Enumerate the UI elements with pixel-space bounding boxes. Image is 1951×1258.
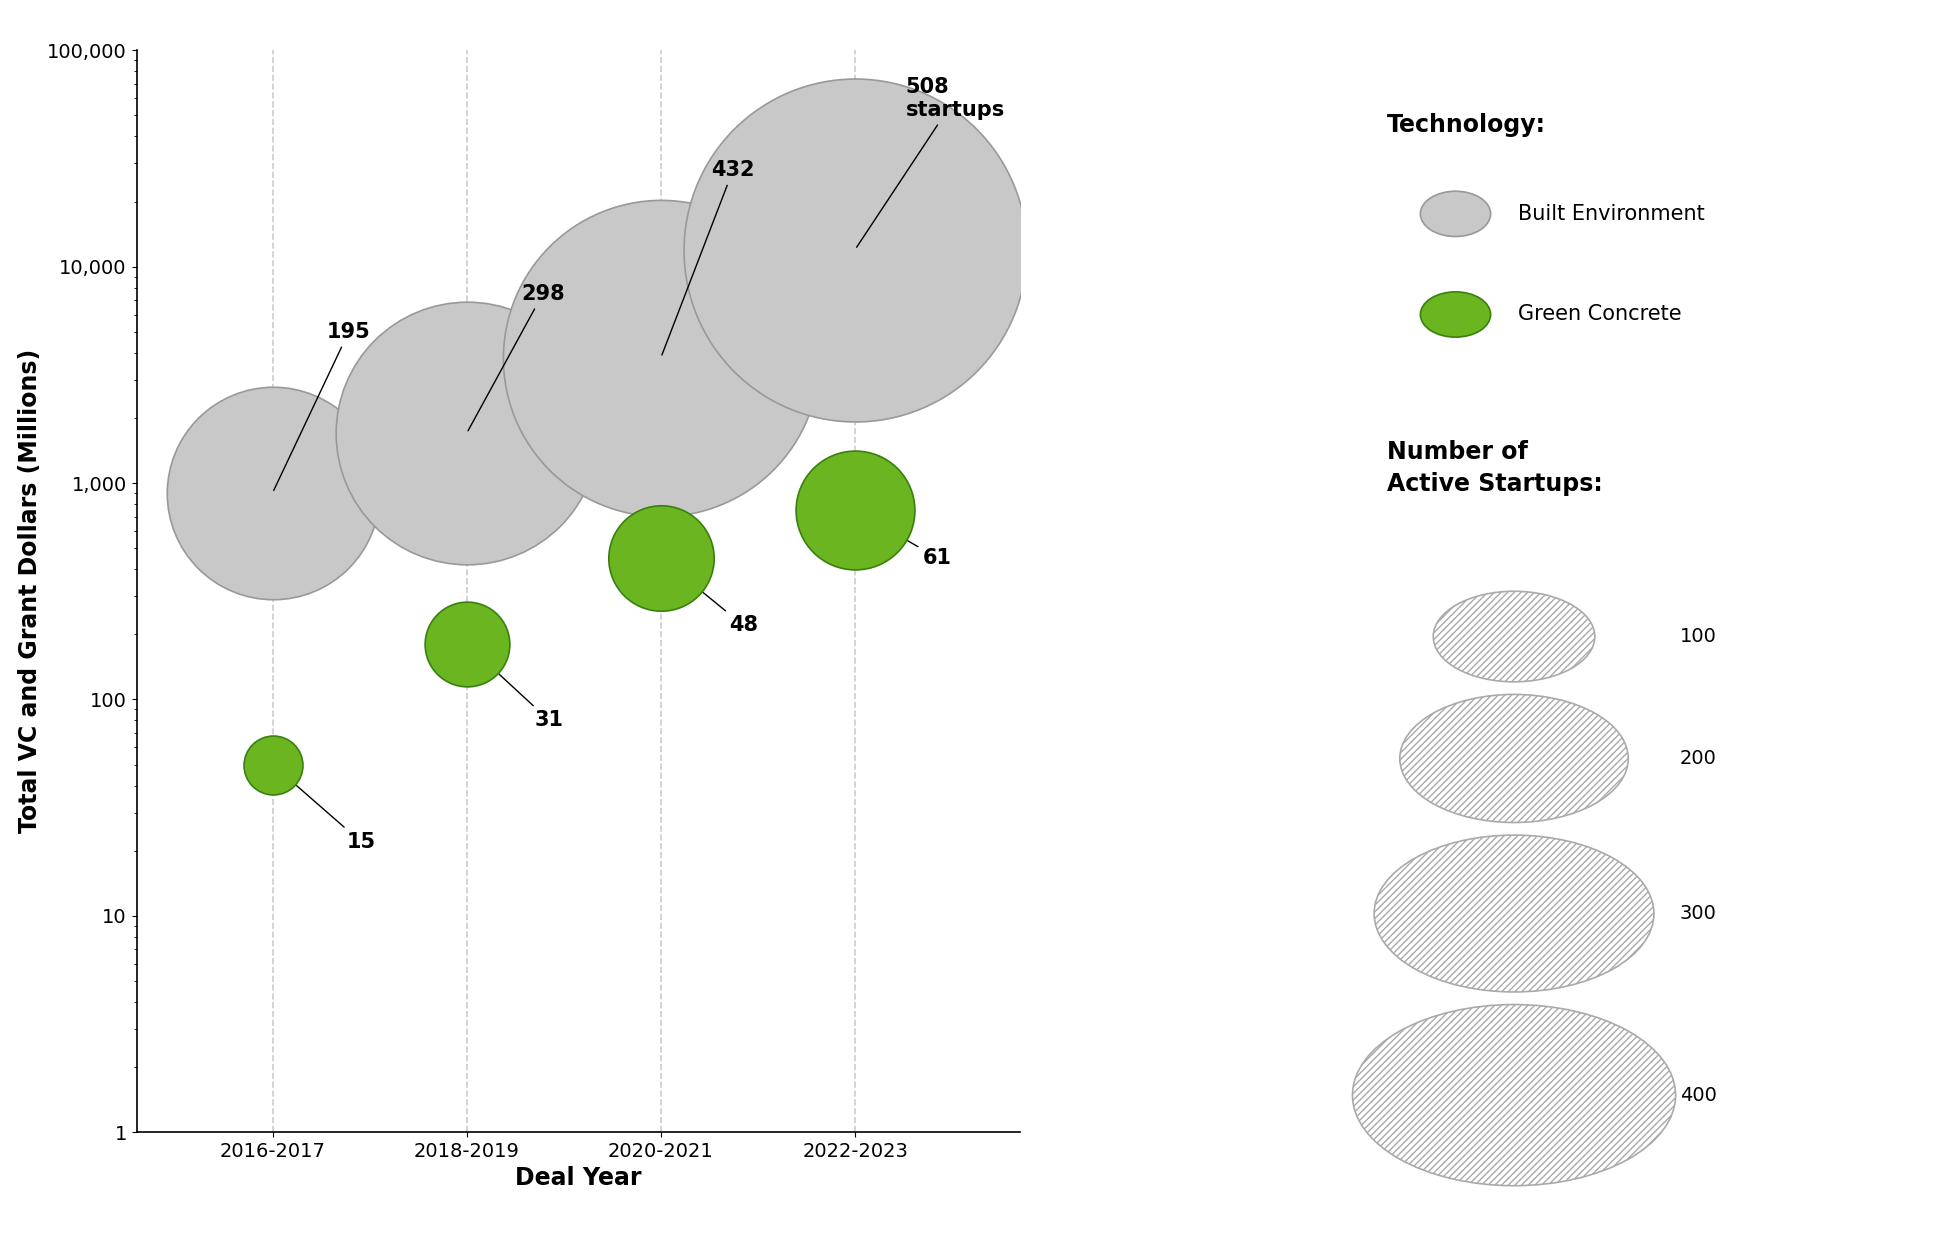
X-axis label: Deal Year: Deal Year <box>515 1166 642 1190</box>
Point <box>451 634 482 654</box>
Text: 300: 300 <box>1680 905 1717 923</box>
Text: Green Concrete: Green Concrete <box>1518 304 1682 325</box>
Text: 48: 48 <box>663 560 757 635</box>
Text: 200: 200 <box>1680 749 1717 767</box>
Text: 61: 61 <box>858 512 952 569</box>
Y-axis label: Total VC and Grant Dollars (Millions): Total VC and Grant Dollars (Millions) <box>18 350 41 833</box>
Point <box>258 483 289 503</box>
Text: 195: 195 <box>273 322 371 491</box>
Text: 508
startups: 508 startups <box>856 77 1005 248</box>
Point <box>839 239 870 259</box>
Text: Number of
Active Startups:: Number of Active Startups: <box>1387 440 1604 496</box>
Point <box>646 548 677 569</box>
Point <box>451 423 482 443</box>
Text: 432: 432 <box>661 160 755 355</box>
Point <box>646 347 677 367</box>
Text: 298: 298 <box>468 284 564 430</box>
Text: 15: 15 <box>275 766 375 852</box>
Text: 400: 400 <box>1680 1086 1717 1105</box>
Point <box>839 499 870 520</box>
Text: Built Environment: Built Environment <box>1518 204 1705 224</box>
Text: 100: 100 <box>1680 626 1717 647</box>
Text: Technology:: Technology: <box>1387 113 1547 137</box>
Point <box>258 755 289 775</box>
Text: 31: 31 <box>468 647 564 731</box>
